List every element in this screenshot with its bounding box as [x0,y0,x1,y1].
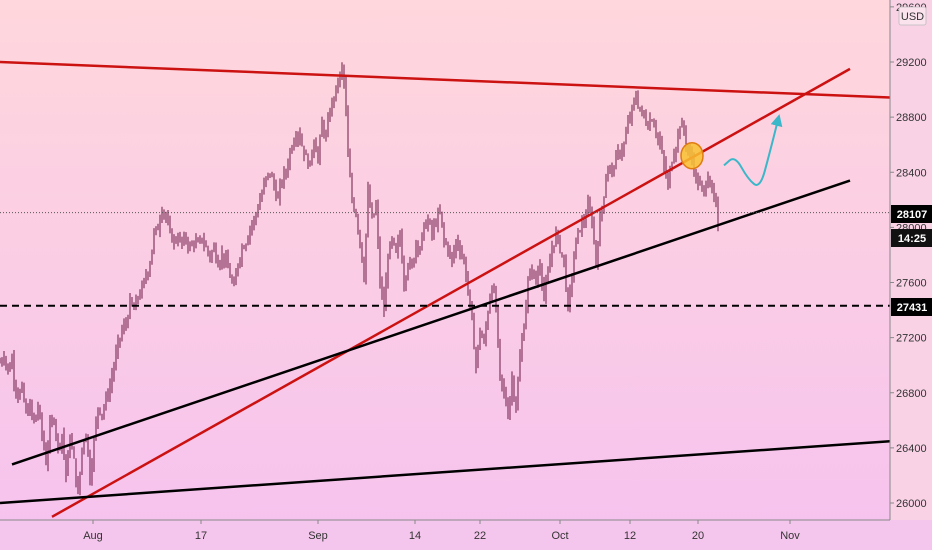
price-series [0,62,719,496]
price-tick-label: 27600 [896,278,927,290]
time-tick-label: 20 [692,530,704,542]
time-tick-label: 12 [624,530,636,542]
price-axis[interactable]: 2600026400268002720027600280002840028800… [889,0,932,520]
rising-red-trendline [51,67,851,518]
price-tick-label: 26800 [896,388,927,400]
projection-arrow [723,114,783,186]
price-tick-label: 27200 [896,333,927,345]
lower-black-trendline [0,439,890,505]
level-price-tag: 27431 [891,298,932,316]
price-tick-label: 26400 [896,443,927,455]
price-axis-background [890,0,932,520]
currency-badge[interactable]: USD [898,6,927,26]
plot-area [0,60,890,518]
countdown-value: 14:25 [898,233,926,245]
upper-resistance [0,60,890,99]
current-price-value: 28107 [897,209,928,221]
price-tick-label: 28800 [896,112,927,124]
current-price-tag: 28107 14:25 [891,205,932,247]
rising-black-trendline [11,179,851,466]
price-tick-label: 26000 [896,498,927,510]
price-tick-label: 29200 [896,57,927,69]
time-tick-label: Oct [551,530,568,542]
time-tick-label: Sep [308,530,328,542]
time-axis[interactable]: Aug 17 Sep 14 22 Oct 12 20 Nov [0,519,932,550]
price-tick-label: 28400 [896,167,927,179]
time-ticks: Aug 17 Sep 14 22 Oct 12 20 Nov [83,520,800,542]
trendlines [0,60,890,518]
time-tick-label: 17 [195,530,207,542]
highlight-circle [680,141,704,170]
time-tick-label: Aug [83,530,103,542]
time-tick-label: Nov [780,530,800,542]
time-axis-background [0,520,932,550]
time-tick-label: 22 [474,530,486,542]
time-tick-label: 14 [409,530,421,542]
level-price-value: 27431 [897,302,928,314]
currency-label: USD [901,11,924,23]
